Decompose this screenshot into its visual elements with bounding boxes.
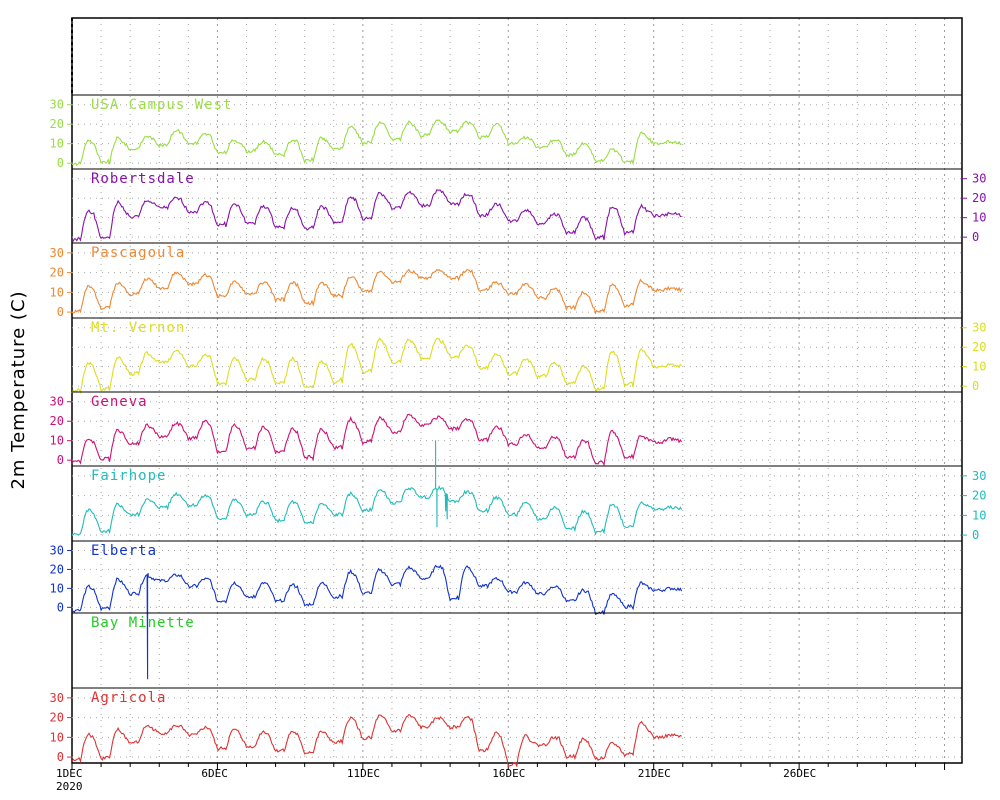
- station-name: Mt. Vernon: [91, 320, 185, 336]
- temperature-series-line: [71, 440, 683, 536]
- temperature-series-line: [71, 268, 683, 315]
- y-tick-label: 0: [972, 379, 979, 393]
- station-name: Elberta: [91, 543, 157, 559]
- y-tick-label: 10: [972, 211, 986, 225]
- y-tick-label: 30: [50, 395, 64, 409]
- y-tick-label: 30: [50, 543, 64, 557]
- x-tick-label: 26DEC: [783, 767, 816, 780]
- temperature-series-line: [71, 713, 682, 768]
- station-panel: 0 10 20 30 Robertsdale: [71, 168, 986, 244]
- station-panel: 0 10 20 30 USA Campus West: [50, 94, 962, 170]
- y-tick-label: 10: [50, 285, 64, 299]
- grid-lines: [100, 18, 946, 763]
- y-tick-label: 20: [50, 711, 64, 725]
- station-name: Geneva: [91, 394, 148, 410]
- y-tick-label: 10: [50, 730, 64, 744]
- y-tick-label: 0: [972, 528, 979, 542]
- station-name: Robertsdale: [91, 171, 195, 187]
- x-tick-label: 16DEC: [492, 767, 525, 780]
- y-tick-label: 20: [50, 414, 64, 428]
- y-tick-label: 20: [972, 191, 986, 205]
- station-name: USA Campus West: [91, 97, 232, 113]
- x-tick-label: 6DEC: [201, 767, 228, 780]
- y-tick-label: 20: [972, 489, 986, 503]
- station-panel: 0 10 20 30 Pascagoula: [50, 242, 962, 319]
- y-tick-label: 10: [972, 508, 986, 522]
- station-panel: Bay Minette: [72, 612, 962, 631]
- station-panel: 0 10 20 30 Mt. Vernon: [71, 317, 986, 395]
- temperature-series-line: [71, 413, 683, 467]
- y-tick-label: 0: [57, 305, 64, 319]
- y-tick-label: 30: [972, 172, 986, 186]
- temperature-series-line: [71, 564, 683, 680]
- y-tick-label: 0: [57, 453, 64, 467]
- y-tick-label: 10: [972, 360, 986, 374]
- x-tick-sublabel: 2020: [56, 780, 83, 793]
- station-name: Bay Minette: [91, 615, 195, 631]
- station-panel: 0 10 20 30 Fairhope: [71, 440, 986, 542]
- station-panel: 0 10 20 30 Agricola: [50, 687, 962, 768]
- y-tick-label: 0: [972, 230, 979, 244]
- y-tick-label: 20: [50, 117, 64, 131]
- y-tick-label: 10: [50, 434, 64, 448]
- y-tick-label: 20: [50, 266, 64, 280]
- temperature-series-line: [71, 119, 682, 167]
- y-tick-label: 30: [50, 98, 64, 112]
- station-panel: 0 10 20 30 Elberta: [50, 540, 962, 680]
- y-tick-label: 0: [57, 156, 64, 170]
- station-panel: 0 10 20 30 Geneva: [50, 391, 962, 467]
- y-tick-label: 0: [57, 750, 64, 764]
- x-tick-label: 21DEC: [638, 767, 671, 780]
- y-tick-label: 30: [972, 321, 986, 335]
- y-tick-label: 20: [972, 340, 986, 354]
- x-tick-label: 11DEC: [347, 767, 380, 780]
- y-tick-label: 30: [972, 469, 986, 483]
- station-name: Fairhope: [91, 468, 166, 484]
- y-tick-label: 30: [50, 246, 64, 260]
- x-tick-label: 1DEC: [56, 767, 83, 780]
- y-tick-label: 20: [50, 562, 64, 576]
- temperature-series-line: [71, 337, 682, 395]
- y-tick-label: 10: [50, 581, 64, 595]
- y-tick-label: 30: [50, 691, 64, 705]
- station-name: Agricola: [91, 690, 166, 706]
- temperature-series-line: [71, 189, 682, 242]
- y-tick-label: 0: [57, 600, 64, 614]
- y-tick-label: 10: [50, 137, 64, 151]
- y-axis-label: 2m Temperature (C): [8, 290, 29, 489]
- station-name: Pascagoula: [91, 245, 185, 261]
